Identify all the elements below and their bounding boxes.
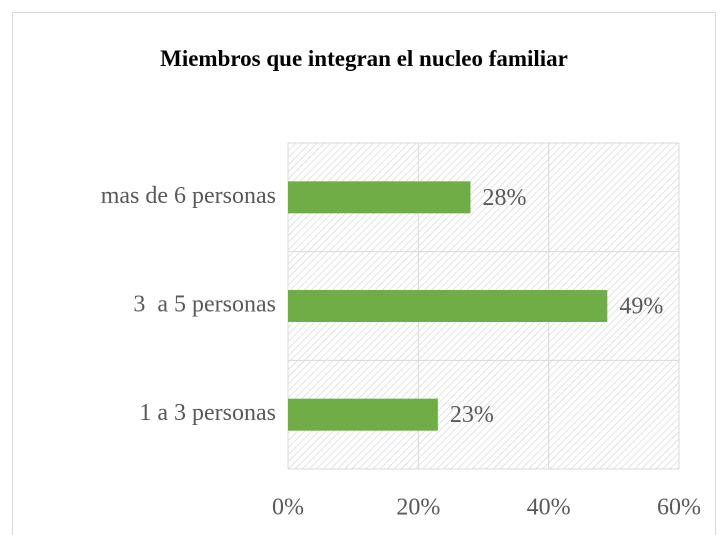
x-tick-label: 0% [272,495,304,521]
chart-title: Miembros que integran el nucleo familiar [160,46,568,71]
y-category-label: 3 a 5 personas [133,292,276,318]
data-label: 23% [450,402,494,428]
bar [288,181,471,214]
data-label: 28% [482,185,526,211]
x-tick-label: 60% [657,495,701,521]
bar [288,290,608,322]
y-category-label: mas de 6 personas [101,183,276,209]
x-tick-label: 40% [527,495,571,521]
chart-border [12,12,716,535]
data-label: 49% [619,294,663,320]
bar [288,398,438,431]
y-category-label: 1 a 3 personas [139,400,276,426]
x-tick-label: 20% [396,495,440,521]
